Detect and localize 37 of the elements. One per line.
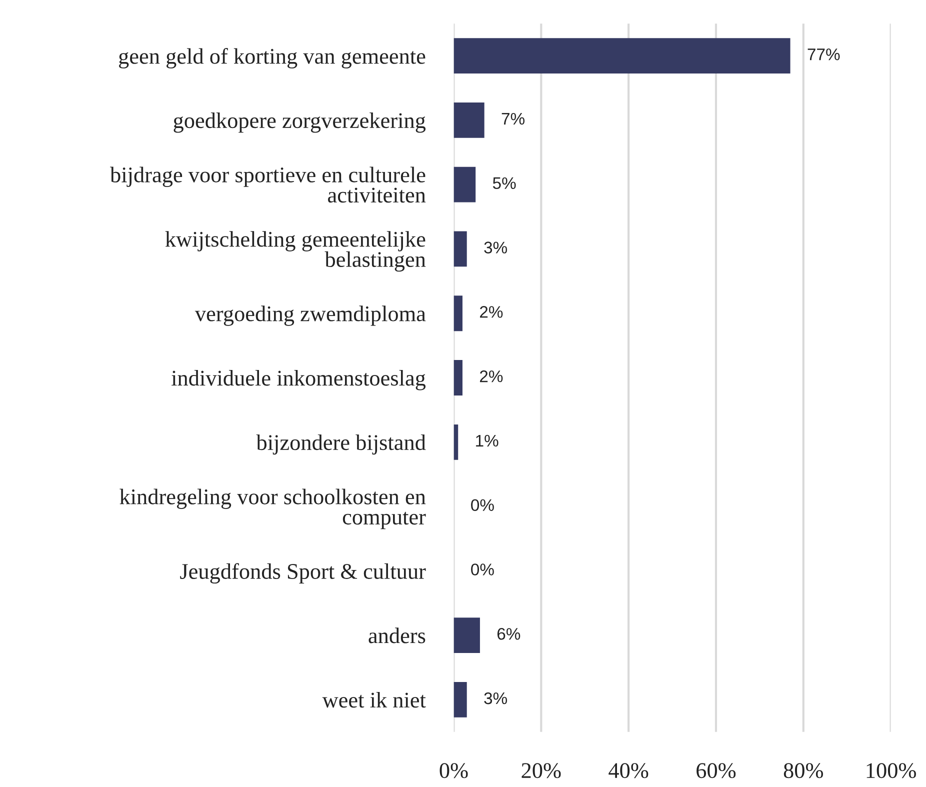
x-tick-label: 100% (866, 763, 916, 778)
x-tick-label: 20% (522, 763, 561, 778)
data-label: 3% (484, 692, 508, 704)
data-label: 0% (471, 499, 494, 512)
data-label: 0% (471, 564, 494, 576)
data-label: 77% (808, 48, 840, 60)
y-tick-label: goedkopere zorgverzekering (174, 112, 426, 133)
bar (454, 296, 462, 332)
y-tick-label: kindregeling voor schoolkosten en computer (120, 488, 426, 530)
y-tick-label: Jeugdfonds Sport & cultuur (180, 563, 426, 584)
y-tick-label: kwijtschelding gemeentelijke belastingen (165, 231, 426, 272)
x-tick-label: 80% (784, 763, 824, 778)
y-tick-label: weet ik niet (322, 692, 426, 708)
x-tick-label: 60% (696, 763, 736, 778)
data-label: 3% (484, 242, 508, 254)
bar (454, 682, 467, 718)
data-label: 1% (476, 434, 498, 447)
data-label: 7% (502, 112, 524, 125)
x-tick-label: 40% (608, 763, 648, 778)
data-label: 2% (480, 370, 503, 382)
data-label: 5% (492, 177, 516, 190)
bar (454, 102, 484, 138)
y-tick-label: bijzondere bijstand (256, 434, 426, 455)
y-tick-label: bijdrage voor sportieve en culturele activiteiten (110, 166, 426, 203)
x-tick-label: 0% (440, 763, 468, 778)
bar (454, 424, 458, 460)
bar (454, 360, 462, 396)
data-label: 6% (497, 628, 520, 640)
y-tick-label: geen geld of korting van gemeente (119, 48, 426, 68)
y-tick-label: anders (368, 628, 426, 644)
bar (454, 618, 480, 654)
bar (454, 231, 467, 267)
y-tick-label: individuele inkomenstoeslag (172, 370, 426, 390)
bar (454, 38, 790, 74)
y-tick-label: vergoeding zwemdiploma (194, 306, 426, 326)
data-label: 2% (480, 306, 503, 318)
bar (454, 166, 476, 202)
